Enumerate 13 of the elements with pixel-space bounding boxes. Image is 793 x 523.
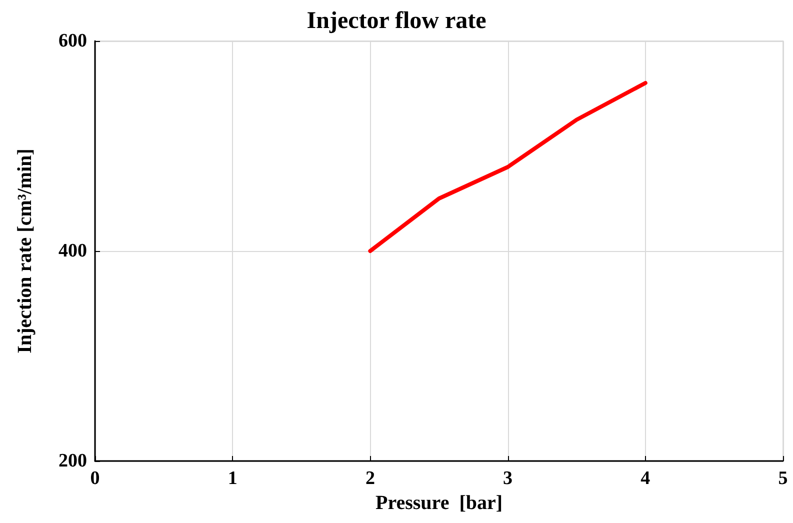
y-axis-title: Injection rate [cm³/min]: [14, 148, 36, 354]
x-tick-label: 4: [640, 468, 651, 489]
x-axis-title: Pressure [bar]: [375, 492, 503, 514]
line-series: [368, 81, 648, 253]
x-tick-label: 2: [365, 468, 375, 489]
x-tick-label: 0: [90, 468, 100, 489]
chart-title: Injector flow rate: [306, 8, 487, 34]
y-tick-label: 600: [58, 30, 87, 52]
x-tick-label: 5: [778, 468, 788, 489]
y-tick-label: 400: [58, 240, 87, 262]
x-tick-label: 1: [228, 468, 238, 489]
y-tick-label: 200: [58, 450, 87, 472]
x-tick-label: 3: [503, 468, 513, 489]
